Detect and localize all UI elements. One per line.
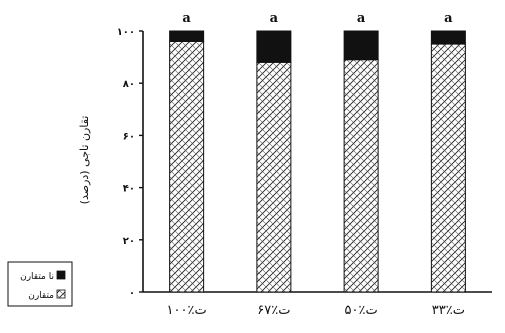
x-tick-label: ۵۰٪ت	[345, 303, 378, 318]
x-tick-label: ۶۷٪ت	[257, 303, 290, 318]
bar-segment-asymmetric	[430, 30, 466, 45]
y-tick-label: ۸۰	[123, 79, 135, 90]
y-axis-title-group: تقارن تاجی (درصد)	[78, 116, 91, 205]
y-tick-label: ۴۰	[123, 184, 135, 195]
legend-swatch-asymmetric	[56, 270, 66, 280]
legend-label-asymmetric: نا متقارن	[20, 272, 54, 282]
legend-swatch-symmetric	[56, 289, 66, 299]
significance-letter: a	[357, 11, 366, 26]
plot-area: ۰ ۲۰ ۴۰ ۶۰ ۸۰ ۱۰۰ a ۱۰۰٪ت a ۶۷٪ت a ۵۰٪ت a ۳۳٪ت	[117, 11, 492, 318]
bar-segment-asymmetric	[169, 30, 205, 42]
y-tick-label: ۱۰۰	[117, 27, 135, 38]
y-tick-label: ۲۰	[123, 236, 135, 247]
y-tick-label: ۰	[129, 288, 135, 299]
bar-segment-asymmetric	[343, 30, 379, 61]
legend: نا متقارن متقارن	[7, 261, 73, 307]
bar-segment-symmetric	[430, 43, 466, 293]
legend-label-symmetric: متقارن	[28, 291, 54, 301]
significance-letter: a	[270, 11, 279, 26]
significance-letter: a	[182, 11, 191, 26]
bar-segment-symmetric	[256, 61, 292, 293]
x-tick-label: ۳۳٪ت	[432, 303, 465, 318]
y-axis-title: تقارن تاجی (درصد)	[78, 116, 91, 205]
legend-box	[7, 261, 73, 307]
y-tick-label: ۶۰	[123, 131, 135, 142]
significance-letter: a	[444, 11, 453, 26]
bar-segment-asymmetric	[256, 30, 292, 63]
bar-segment-symmetric	[343, 59, 379, 293]
x-tick-label: ۱۰۰٪ت	[167, 303, 207, 318]
bar-segment-symmetric	[169, 40, 205, 293]
